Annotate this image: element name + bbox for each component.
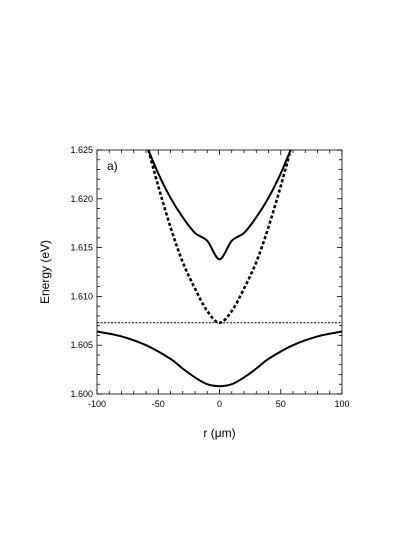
- x-tick-label: -100: [88, 399, 106, 409]
- plot-frame: [96, 149, 343, 395]
- upper-branch-line: [147, 150, 292, 261]
- x-tick-label: 50: [276, 399, 286, 409]
- axis-ticks: [96, 149, 343, 395]
- y-tick-label: 1.600: [70, 389, 93, 399]
- y-tick-label: 1.625: [70, 145, 93, 155]
- x-axis-title: r (μm): [203, 426, 235, 440]
- y-axis-title: Energy (eV): [38, 240, 52, 304]
- x-tick-label: 100: [334, 399, 349, 409]
- x-tick-label: -50: [152, 399, 165, 409]
- y-tick-label: 1.615: [70, 243, 93, 253]
- series-layer: [97, 150, 342, 388]
- y-tick-label: 1.620: [70, 194, 93, 204]
- y-tick-label: 1.605: [70, 340, 93, 350]
- middle-branch-line: [147, 150, 292, 325]
- y-tick-label: 1.610: [70, 291, 93, 301]
- x-tick-label: 0: [217, 399, 222, 409]
- tick-labels: -100 -50 0 50 100 1.600 1.605 1.610 1.615 1.620 1.…: [70, 145, 349, 409]
- lower-branch-line: [97, 330, 342, 388]
- panel-label: a): [107, 159, 118, 173]
